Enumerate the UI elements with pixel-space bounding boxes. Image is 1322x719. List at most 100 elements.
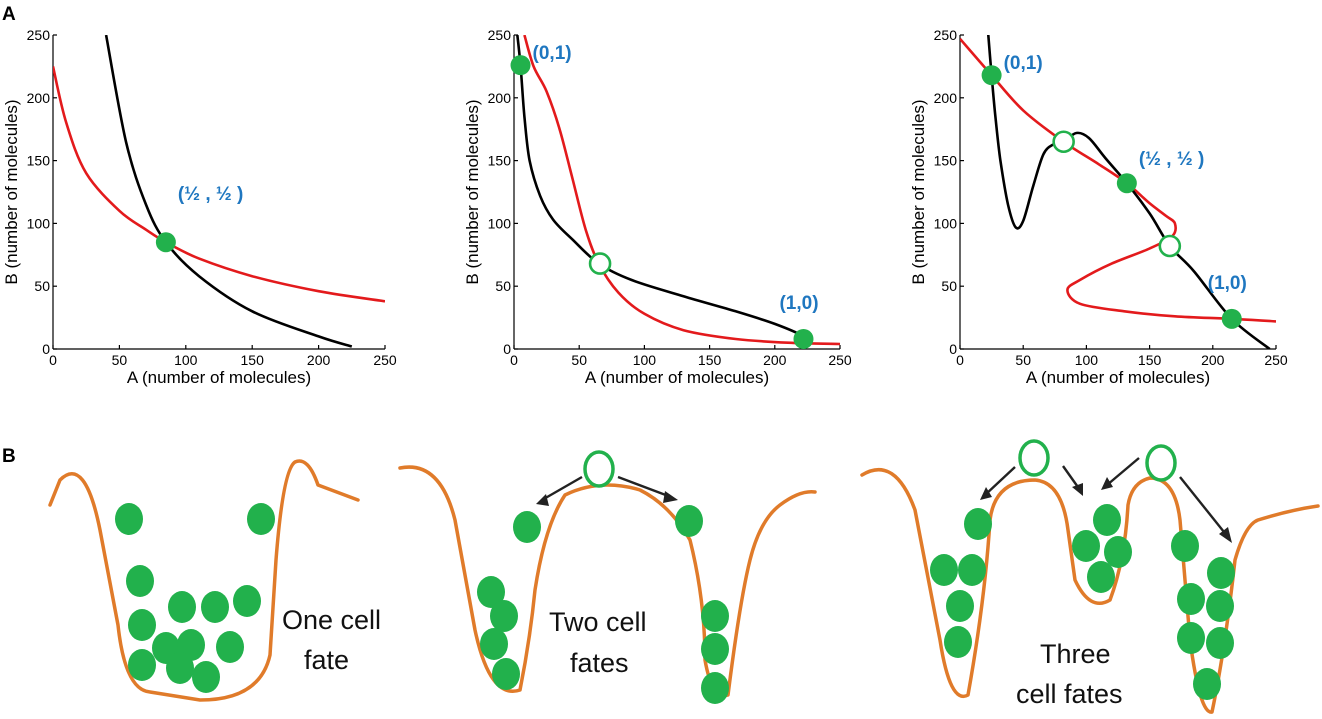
- x-tick-label: 50: [1015, 352, 1031, 368]
- fixed-point-label: (0,1): [1004, 53, 1043, 74]
- cell: [1177, 622, 1205, 654]
- panel-b-label: B: [2, 446, 16, 467]
- y-axis-label: B (number of molecules): [463, 99, 482, 284]
- cell: [168, 591, 196, 623]
- y-tick-label: 200: [934, 90, 958, 106]
- chart-2: 0 50 100 150 200 250 0 50 100 150 200 250 A (number …: [463, 27, 852, 387]
- cell: [1093, 504, 1121, 536]
- x-tick-label: 50: [571, 352, 587, 368]
- cell: [964, 508, 992, 540]
- x-tick-label: 250: [828, 352, 852, 368]
- cell: [1207, 557, 1235, 589]
- fixed-point-label: (½ , ½ ): [178, 184, 243, 205]
- arrowhead: [663, 491, 678, 503]
- cell: [480, 628, 508, 660]
- arrow: [541, 475, 583, 502]
- y-axis-label: B (number of molecules): [909, 99, 928, 284]
- cell: [946, 590, 974, 622]
- cell: [128, 609, 156, 641]
- arrow: [984, 466, 1016, 496]
- cell: [128, 649, 156, 681]
- fixed-point-label: (1,0): [779, 293, 818, 314]
- cell: [192, 661, 220, 693]
- cell: [958, 554, 986, 586]
- y-tick-label: 0: [42, 341, 50, 357]
- y-tick-label: 100: [934, 215, 958, 231]
- caption-three-fates-line2: cell fates: [1016, 679, 1123, 709]
- unstable-cell: [1145, 444, 1177, 482]
- landscape-two-fates: [398, 465, 817, 698]
- unstable-fixed-point: [1052, 130, 1075, 154]
- chart-1: 0 50 100 150 200 250 0 50 100 150 200 250 A (number …: [2, 27, 397, 387]
- cell: [115, 503, 143, 535]
- cell: [701, 600, 729, 632]
- x-tick-label: 200: [1201, 352, 1225, 368]
- nullcline-charts: 0 50 100 150 200 250 0 50 100 150 200 250 A (number …: [2, 27, 1288, 387]
- stable-fixed-point: [1116, 173, 1137, 194]
- fate-landscapes: One cell fate Two cell fates Three cell …: [48, 439, 1320, 714]
- y-tick-label: 50: [941, 278, 957, 294]
- fixed-point-label: (1,0): [1208, 273, 1247, 294]
- caption-three-fates-line1: Three: [1040, 639, 1111, 669]
- cell: [1171, 530, 1199, 562]
- stable-fixed-point: [155, 232, 176, 253]
- y-axis-label: B (number of molecules): [2, 99, 21, 284]
- cell: [1072, 530, 1100, 562]
- x-tick-label: 200: [307, 352, 331, 368]
- arrowhead: [536, 494, 549, 506]
- series-red-nullcline: [960, 37, 1276, 323]
- y-tick-label: 200: [27, 90, 51, 106]
- series-black-nullcline: [516, 35, 809, 345]
- cell: [477, 576, 505, 608]
- arrow: [1106, 457, 1140, 486]
- cell: [247, 503, 275, 535]
- cell: [1206, 590, 1234, 622]
- arrowhead: [1101, 477, 1113, 490]
- arrows: [536, 457, 1232, 543]
- cell: [166, 652, 194, 684]
- arrowhead: [980, 487, 992, 500]
- cell: [1087, 561, 1115, 593]
- cell: [490, 600, 518, 632]
- cells-landscape-three: [930, 439, 1235, 700]
- x-tick-label: 100: [633, 352, 657, 368]
- arrow: [617, 475, 672, 499]
- x-tick-label: 150: [698, 352, 722, 368]
- unstable-cell: [1018, 439, 1050, 477]
- unstable-fixed-point: [588, 252, 612, 275]
- x-tick-label: 250: [373, 352, 397, 368]
- x-tick-label: 250: [1264, 352, 1288, 368]
- x-axis-label: A (number of molecules): [585, 368, 769, 387]
- cell: [1177, 583, 1205, 615]
- y-tick-label: 0: [503, 341, 511, 357]
- landscape-three-fates: [860, 468, 1320, 714]
- cell: [1206, 627, 1234, 659]
- panel-a-label: A: [2, 4, 16, 25]
- y-tick-label: 50: [34, 278, 50, 294]
- cell: [930, 554, 958, 586]
- cell: [1193, 668, 1221, 700]
- stable-fixed-point: [1221, 308, 1242, 329]
- cell: [201, 591, 229, 623]
- x-tick-label: 0: [956, 352, 964, 368]
- cell: [675, 505, 703, 537]
- x-tick-label: 50: [112, 352, 128, 368]
- cells-landscape-two: [477, 450, 729, 704]
- stable-fixed-point: [981, 65, 1002, 86]
- arrowhead: [1072, 483, 1083, 496]
- x-tick-label: 0: [49, 352, 57, 368]
- y-tick-label: 150: [27, 153, 51, 169]
- fixed-point-label: (½ , ½ ): [1139, 149, 1204, 170]
- series-black-nullcline: [104, 35, 353, 348]
- cell: [126, 565, 154, 597]
- unstable-fixed-point: [1158, 234, 1182, 258]
- y-tick-label: 200: [488, 90, 512, 106]
- x-axis-label: A (number of molecules): [127, 368, 311, 387]
- x-tick-label: 150: [1138, 352, 1162, 368]
- y-tick-label: 100: [27, 215, 51, 231]
- stable-fixed-point: [793, 328, 814, 349]
- x-tick-label: 100: [1075, 352, 1099, 368]
- stable-fixed-point: [510, 55, 531, 76]
- y-tick-label: 50: [495, 278, 511, 294]
